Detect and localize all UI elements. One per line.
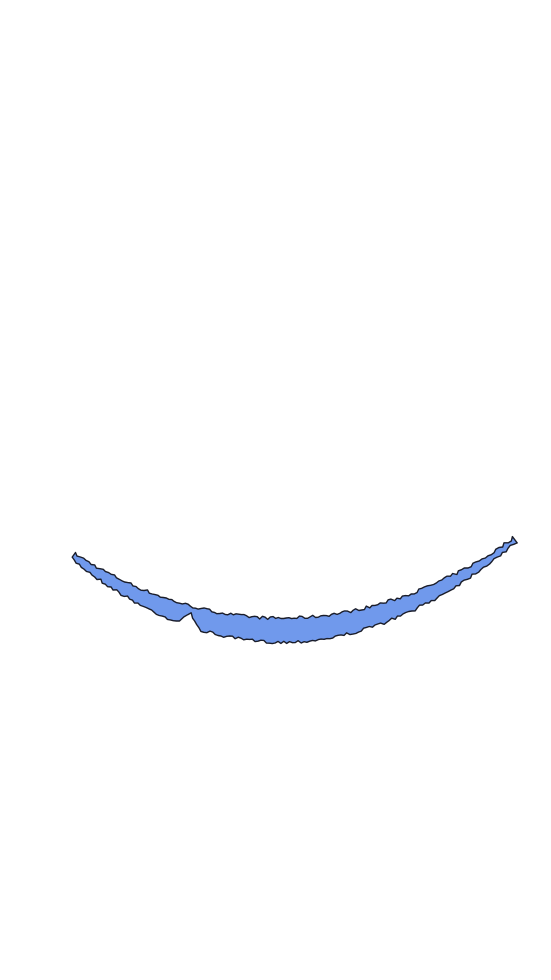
curved-brush-stroke: [71, 535, 518, 645]
